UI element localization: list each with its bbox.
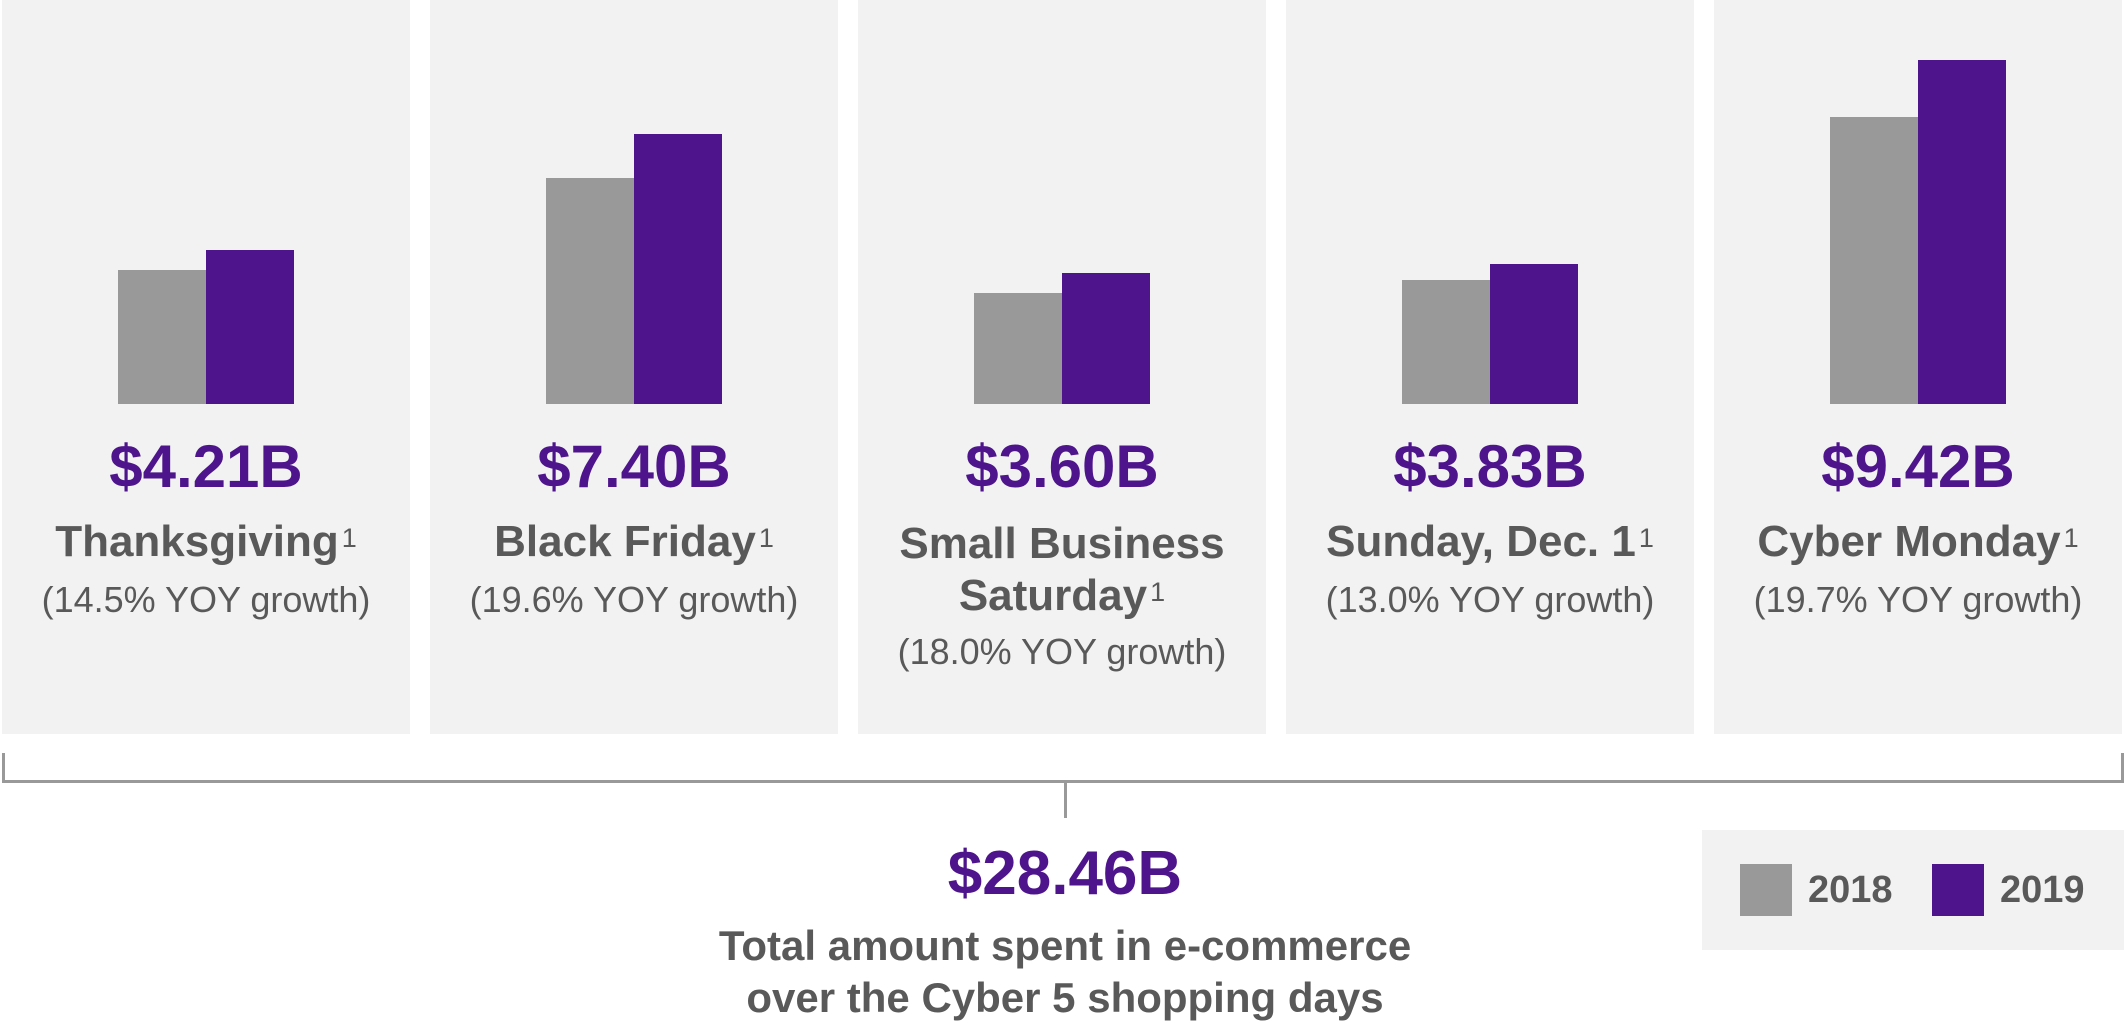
panel-small-business-saturday: $3.60B Small Business Saturday 1 (18.0% Y… (858, 0, 1266, 734)
bar-small-business-saturday-2019 (1062, 272, 1150, 404)
bracket-center-stem (1064, 780, 1067, 818)
bracket-horizontal (2, 780, 2124, 783)
bar-thanksgiving-2019 (206, 250, 294, 404)
bar-cyber-monday-2018 (1830, 116, 1918, 404)
bar-sunday-dec-1-2019 (1490, 264, 1578, 404)
panel-black-friday: $7.40B Black Friday 1 (19.6% YOY growth) (430, 0, 838, 734)
amount-cyber-monday: $9.42B (1821, 433, 2015, 500)
amount-sunday-dec-1: $3.83B (1393, 433, 1587, 500)
growth-sunday-dec-1: (13.0% YOY growth) (1325, 579, 1655, 620)
bar-thanksgiving-2018 (118, 269, 206, 404)
bracket-left-tick (2, 753, 5, 783)
growth-small-business-saturday: (18.0% YOY growth) (897, 631, 1227, 672)
growth-thanksgiving: (14.5% YOY growth) (41, 579, 371, 620)
growth-cyber-monday: (19.7% YOY growth) (1753, 579, 2083, 620)
bar-black-friday-2018 (546, 177, 634, 404)
label-thanksgiving: Thanksgiving 1 (55, 517, 357, 566)
legend-label-2018: 2018 (1808, 869, 1893, 911)
bar-sunday-dec-1-2018 (1402, 280, 1490, 404)
total-amount: $28.46B (947, 839, 1183, 908)
label-cyber-monday: Cyber Monday 1 (1757, 517, 2079, 566)
panel-cyber-monday: $9.42B Cyber Monday 1 (19.7% YOY growth) (1714, 0, 2122, 734)
growth-black-friday: (19.6% YOY growth) (469, 579, 799, 620)
label-small-business-saturday: Small Business Saturday 1 (899, 519, 1225, 620)
total-label: Total amount spent in e-commerce over th… (718, 922, 1412, 1021)
legend-swatch-2019 (1932, 864, 1984, 916)
legend-swatch-2018 (1740, 864, 1792, 916)
bar-cyber-monday-2019 (1918, 60, 2006, 404)
amount-small-business-saturday: $3.60B (965, 433, 1159, 500)
bar-small-business-saturday-2018 (974, 292, 1062, 404)
amount-thanksgiving: $4.21B (109, 433, 303, 500)
label-black-friday: Black Friday 1 (494, 517, 774, 566)
bracket-right-tick (2121, 753, 2124, 783)
legend: 2018 2019 (1702, 830, 2124, 950)
amount-black-friday: $7.40B (537, 433, 731, 500)
bar-black-friday-2019 (634, 133, 722, 404)
panel-thanksgiving: $4.21B Thanksgiving 1 (14.5% YOY growth) (2, 0, 410, 734)
legend-label-2019: 2019 (2000, 869, 2085, 911)
